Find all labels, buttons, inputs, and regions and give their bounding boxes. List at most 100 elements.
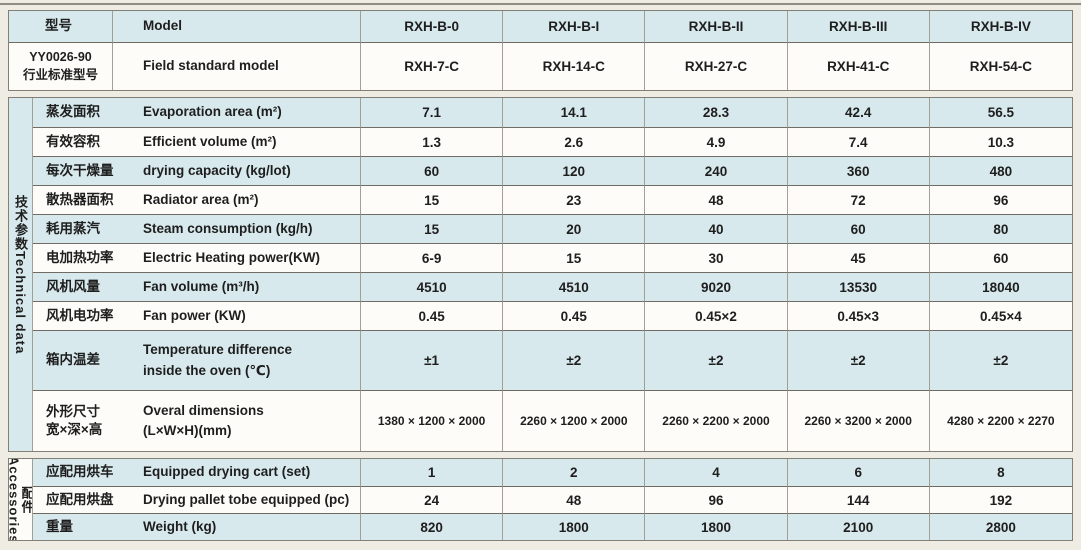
group-label-zh: 配件 [19,485,33,514]
value-cell: 0.45 [503,301,646,330]
model-name-cell: RXH-41-C [787,42,930,90]
value-cell: 2800 [929,513,1072,540]
value-cell: ±2 [929,330,1072,390]
header-label-zh: 型号 [9,11,113,42]
value-cell: 1800 [503,513,646,540]
value-cell: 4280 × 2200 × 2270 [929,390,1072,451]
row-label-en: Drying pallet tobe equipped (pc) [139,486,361,513]
group-accessories: Accessories 配件 [9,459,33,540]
value-cell: 0.45×3 [787,301,930,330]
value-cell: 7.1 [361,98,504,127]
value-cell: 2260 × 1200 × 2000 [503,390,646,451]
value-cell: 7.4 [787,127,930,156]
row-label-en: Equipped drying cart (set) [139,459,361,486]
value-cell: 4510 [361,272,504,301]
value-cell: 144 [787,486,930,513]
row-label-en: Radiator area (m²) [139,185,361,214]
value-cell: 8 [929,459,1072,486]
value-cell: 0.45×2 [645,301,788,330]
value-cell: 2260 × 3200 × 2000 [787,390,930,451]
value-cell: 48 [503,486,646,513]
value-cell: 45 [787,243,930,272]
row-label-zh: 耗用蒸汽 [33,214,139,243]
value-cell: 2 [503,459,646,486]
row-label-zh: 重量 [33,513,139,540]
value-cell: 60 [929,243,1072,272]
value-cell: 15 [361,214,504,243]
group-label-zh: 技术参数 [13,194,28,251]
technical-data-table: 技术参数Technical data 蒸发面积 Evaporation area (… [8,97,1073,452]
header-label-zh: YY0026-90 行业标准型号 [9,42,113,90]
value-cell: 96 [645,486,788,513]
row-label-zh: 蒸发面积 [33,98,139,127]
value-cell: 192 [929,486,1072,513]
row-label-zh: 每次干燥量 [33,156,139,185]
value-cell: 60 [787,214,930,243]
value-cell: 0.45×4 [929,301,1072,330]
value-cell: 6 [787,459,930,486]
value-cell: 360 [787,156,930,185]
value-cell: 120 [503,156,646,185]
group-label-vertical: 技术参数Technical data [13,194,28,355]
header-label-en: Field standard model [113,42,361,90]
model-name-cell: RXH-14-C [503,42,646,90]
model-name-cell: RXH-B-IV [929,11,1072,42]
value-cell: 1800 [645,513,788,540]
value-cell: 9020 [645,272,788,301]
row-label-zh: 散热器面积 [33,185,139,214]
value-cell: 23 [503,185,646,214]
value-cell: 72 [787,185,930,214]
value-cell: 6-9 [361,243,504,272]
group-technical-data: 技术参数Technical data [9,98,33,451]
row-label-en: drying capacity (kg/lot) [139,156,361,185]
row-label-zh: 应配用烘盘 [33,486,139,513]
group-technical-data-wrap: 技术参数Technical data [9,98,32,451]
value-cell: ±2 [787,330,930,390]
value-cell: 60 [361,156,504,185]
value-cell: 10.3 [929,127,1072,156]
model-name-cell: RXH-27-C [645,42,788,90]
value-cell: 20 [503,214,646,243]
value-cell: 42.4 [787,98,930,127]
value-cell: 2.6 [503,127,646,156]
model-name-cell: RXH-B-II [645,11,788,42]
row-label-en: Efficient volume (m²) [139,127,361,156]
row-label-zh: 应配用烘车 [33,459,139,486]
row-label-en: Fan volume (m³/h) [139,272,361,301]
header-label-en: Model [113,11,361,42]
value-cell: 14.1 [503,98,646,127]
value-cell: 15 [503,243,646,272]
model-name-cell: RXH-B-0 [361,11,504,42]
row-label-zh: 风机电功率 [33,301,139,330]
value-cell: 240 [645,156,788,185]
row-label-zh: 风机风量 [33,272,139,301]
value-cell: 1380 × 1200 × 2000 [361,390,504,451]
top-rule [0,3,1081,5]
value-cell: 2100 [787,513,930,540]
value-cell: 480 [929,156,1072,185]
value-cell: 96 [929,185,1072,214]
value-cell: 4 [645,459,788,486]
model-header-table: 型号 Model RXH-B-0 RXH-B-I RXH-B-II RXH-B-III RX… [8,10,1073,91]
value-cell: 1 [361,459,504,486]
row-label-zh: 电加热功率 [33,243,139,272]
row-label-en: Electric Heating power(KW) [139,243,361,272]
value-cell: 80 [929,214,1072,243]
group-label-en: Accessories [9,459,22,540]
accessories-table: Accessories 配件 应配用烘车 Equipped drying cart (… [8,458,1073,541]
value-cell: 24 [361,486,504,513]
model-name-cell: RXH-B-I [503,11,646,42]
row-label-zh: 箱内温差 [33,330,139,390]
value-cell: 18040 [929,272,1072,301]
value-cell: 1.3 [361,127,504,156]
value-cell: 56.5 [929,98,1072,127]
group-label-en: Technical data [13,250,28,355]
value-cell: 0.45 [361,301,504,330]
row-label-en: Temperature difference inside the oven (… [139,330,361,390]
value-cell: ±2 [503,330,646,390]
value-cell: 30 [645,243,788,272]
row-label-en: Steam consumption (kg/h) [139,214,361,243]
row-label-en: Evaporation area (m²) [139,98,361,127]
value-cell: 4510 [503,272,646,301]
value-cell: 40 [645,214,788,243]
